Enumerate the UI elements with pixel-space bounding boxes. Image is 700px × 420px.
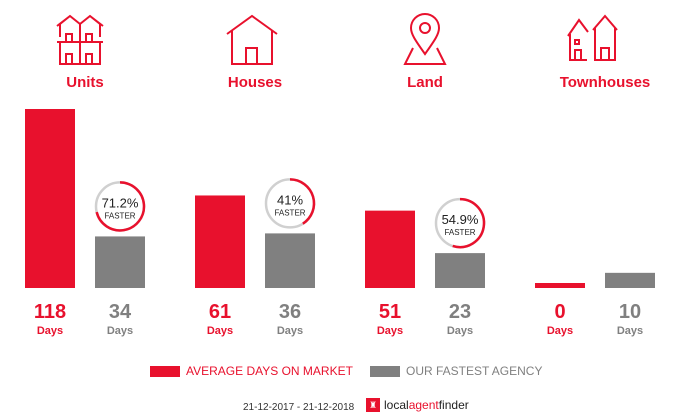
- date-range: 21-12-2017 - 21-12-2018: [243, 402, 355, 413]
- bar-fastest: [435, 253, 485, 288]
- brand-local: local: [384, 398, 409, 412]
- units-icon: [56, 14, 104, 65]
- category-label-units: Units: [66, 74, 104, 91]
- faster-ring-progress: [452, 197, 486, 249]
- unit-label: Days: [447, 325, 473, 337]
- legend-label-fastest: OUR FASTEST AGENCY: [406, 364, 543, 378]
- land-pin-icon: [403, 13, 447, 65]
- value-label: 23: [449, 301, 471, 323]
- bar-fastest: [95, 236, 145, 288]
- bar-average: [365, 210, 415, 288]
- legend-average: AVERAGE DAYS ON MARKET: [150, 364, 353, 378]
- bar-fastest: [265, 233, 315, 288]
- faster-ring-progress: [289, 178, 316, 225]
- unit-label: Days: [207, 325, 233, 337]
- localagentfinder-logo: ♜ local agent finder: [366, 398, 469, 412]
- unit-label: Days: [37, 325, 63, 337]
- legend-swatch-fastest: [370, 365, 400, 377]
- castle-logo-icon: ♜: [366, 398, 380, 412]
- brand-finder: finder: [438, 398, 469, 412]
- unit-label: Days: [617, 325, 643, 337]
- legend-fastest: OUR FASTEST AGENCY: [370, 364, 542, 378]
- legend-label-average: AVERAGE DAYS ON MARKET: [186, 364, 353, 378]
- townhouses-icon: [567, 14, 618, 61]
- faster-text: FASTER: [274, 208, 305, 217]
- house-icon: [226, 14, 278, 65]
- unit-label: Days: [547, 325, 573, 337]
- faster-percent: 41%: [277, 192, 303, 207]
- faster-ring-progress: [95, 181, 146, 232]
- category-label-land: Land: [407, 74, 443, 91]
- faster-percent: 54.9%: [442, 212, 479, 227]
- legend-swatch-average: [150, 365, 180, 377]
- bar-plot: 118Days34Days71.2%FASTER61Days36Days41%F…: [25, 109, 655, 337]
- category-label-houses: Houses: [227, 74, 283, 91]
- bar-average: [195, 195, 245, 288]
- bar-average: [25, 109, 75, 288]
- faster-text: FASTER: [104, 211, 135, 220]
- value-label: 10: [619, 301, 641, 323]
- value-label: 0: [554, 301, 565, 323]
- unit-label: Days: [107, 325, 133, 337]
- unit-label: Days: [277, 325, 303, 337]
- brand-agent: agent: [408, 398, 439, 412]
- value-label: 34: [109, 301, 132, 323]
- value-label: 36: [279, 301, 301, 323]
- value-label: 51: [379, 301, 401, 323]
- category-label-townhouses: Townhouses: [559, 74, 651, 91]
- value-label: 61: [209, 301, 231, 323]
- faster-text: FASTER: [444, 228, 475, 237]
- unit-label: Days: [377, 325, 403, 337]
- bar-average: [535, 283, 585, 288]
- bar-fastest: [605, 272, 655, 288]
- value-label: 118: [34, 301, 66, 323]
- faster-percent: 71.2%: [102, 195, 139, 210]
